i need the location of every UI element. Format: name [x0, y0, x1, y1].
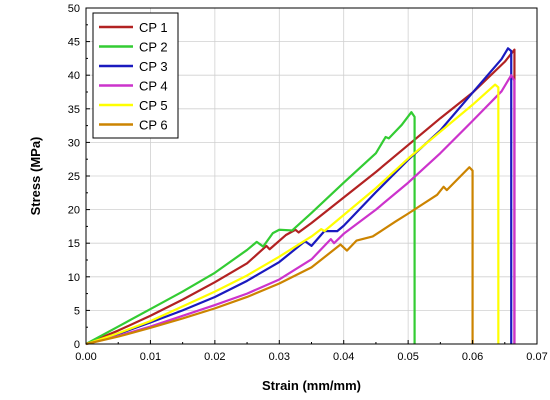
x-tick-label: 0.00 [75, 351, 96, 363]
y-tick-label: 0 [74, 339, 80, 351]
x-tick-label: 0.01 [140, 351, 161, 363]
series-line-cp-4 [85, 74, 516, 346]
x-tick-label: 0.07 [526, 351, 547, 363]
y-tick-label: 5 [74, 305, 80, 317]
axis-ticks: 0.00 0.01 0.02 0.03 0.04 0.05 0.06 0.07 0 5 10 15 20… [68, 3, 548, 363]
y-tick-label: 45 [68, 37, 80, 49]
y-tick-label: 50 [68, 3, 80, 15]
x-axis-title: Strain (mm/mm) [262, 378, 361, 393]
series-line-cp-3 [85, 47, 513, 346]
y-tick-label: 40 [68, 70, 80, 82]
x-tick-label: 0.03 [269, 351, 290, 363]
series-line-cp-5 [85, 83, 500, 346]
legend-label: CP 6 [139, 118, 168, 133]
legend-label: CP 3 [139, 59, 168, 74]
x-tick-label: 0.05 [397, 351, 418, 363]
y-tick-label: 35 [68, 104, 80, 116]
series-line-cp-6 [85, 166, 474, 346]
legend-label: CP 5 [139, 98, 168, 113]
series-line-cp-1 [85, 48, 516, 346]
legend-label: CP 2 [139, 40, 168, 55]
legend-label: CP 4 [139, 79, 168, 94]
x-tick-label: 0.02 [204, 351, 225, 363]
y-tick-label: 15 [68, 238, 80, 250]
x-tick-label: 0.04 [333, 351, 354, 363]
series-lines [85, 47, 516, 346]
y-axis-title: Stress (MPa) [28, 137, 43, 216]
y-tick-label: 30 [68, 137, 80, 149]
legend-label: CP 1 [139, 20, 168, 35]
legend-box [92, 12, 179, 139]
y-tick-label: 20 [68, 205, 80, 217]
y-tick-label: 25 [68, 171, 80, 183]
legend: CP 1 CP 2 CP 3 CP 4 CP 5 CP 6 [92, 12, 179, 139]
series-line-cp-2 [85, 111, 416, 345]
y-tick-label: 10 [68, 272, 80, 284]
x-tick-label: 0.06 [462, 351, 483, 363]
